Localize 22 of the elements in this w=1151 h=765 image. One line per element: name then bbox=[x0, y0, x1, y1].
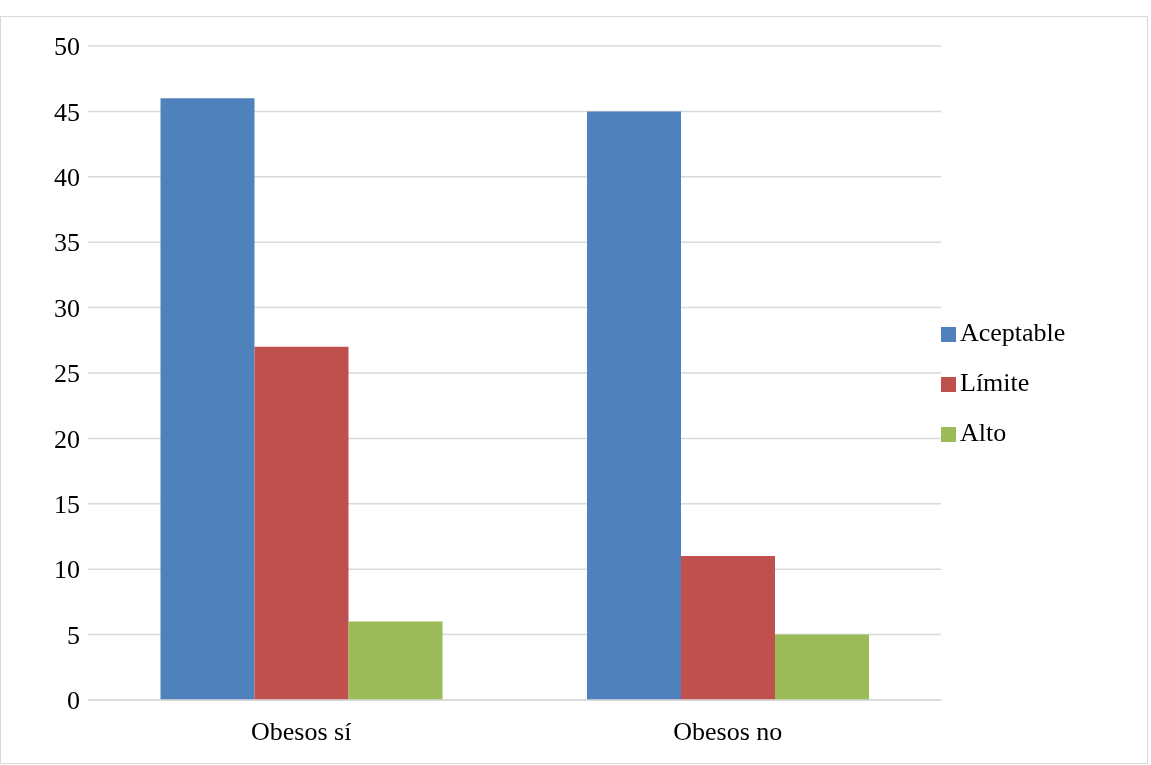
y-tick-label: 40 bbox=[54, 163, 80, 193]
y-tick-label: 45 bbox=[54, 97, 80, 127]
y-tick-label: 50 bbox=[54, 32, 80, 62]
bar bbox=[348, 621, 443, 700]
y-tick-label: 10 bbox=[54, 555, 80, 585]
x-tick-label: Obesos no bbox=[673, 717, 783, 747]
y-tick-label: 25 bbox=[54, 359, 80, 389]
bar bbox=[160, 98, 255, 700]
y-tick-label: 0 bbox=[67, 686, 80, 716]
y-tick-label: 30 bbox=[54, 293, 80, 323]
bar bbox=[775, 634, 870, 700]
y-tick-label: 20 bbox=[54, 424, 80, 454]
legend-label: Aceptable bbox=[960, 317, 1066, 347]
x-tick-label: Obesos sí bbox=[251, 717, 352, 747]
bar bbox=[254, 346, 349, 700]
bar bbox=[587, 111, 682, 700]
y-tick-label: 15 bbox=[54, 490, 80, 520]
legend-label: Límite bbox=[960, 367, 1030, 397]
y-tick-label: 5 bbox=[67, 620, 80, 650]
bar bbox=[681, 556, 776, 700]
y-tick-label: 35 bbox=[54, 228, 80, 258]
legend-label: Alto bbox=[960, 417, 1007, 447]
